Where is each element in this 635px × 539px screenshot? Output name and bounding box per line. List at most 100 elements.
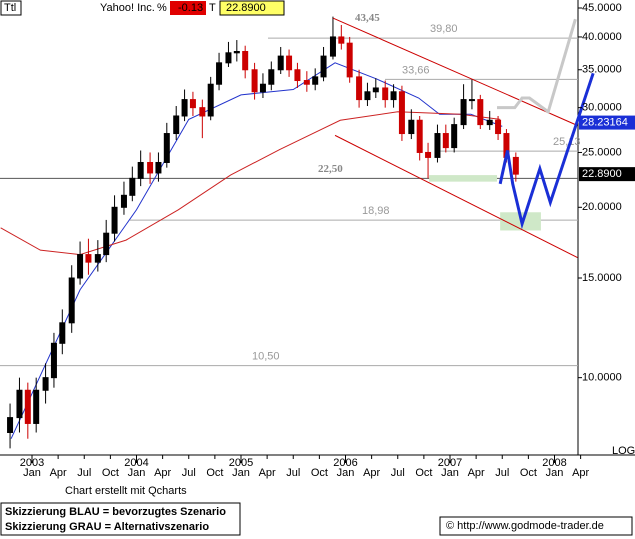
header: Ttl Yahoo! Inc. % -0.13 T 22.8900 <box>0 0 285 16</box>
stock-name: Yahoo! Inc. <box>100 2 155 14</box>
candle-body <box>434 133 441 158</box>
y-tick-label: 35.0000 <box>582 64 622 76</box>
candle-body <box>103 232 110 256</box>
x-tick-label: Apr <box>468 467 485 479</box>
y-tick-label: 30.0000 <box>582 102 622 114</box>
candle-body <box>216 62 223 85</box>
x-tick-label: Oct <box>311 467 328 479</box>
legend-text: Skizzierung GRAU = Alternativszenario <box>5 521 209 533</box>
x-tick-label: Apr <box>154 467 171 479</box>
candle-body <box>77 254 84 279</box>
candle-body <box>338 36 345 44</box>
year-label: 2005 <box>229 457 253 469</box>
candle-body <box>390 91 397 101</box>
y-tick-label: 25.0000 <box>582 146 622 158</box>
candle-body <box>137 161 144 179</box>
candle-body <box>181 99 188 117</box>
candle-body <box>111 206 118 234</box>
candle-body <box>468 99 475 102</box>
x-tick-label: Oct <box>102 467 119 479</box>
line <box>334 134 578 259</box>
line <box>10 62 503 439</box>
candle-body <box>68 277 75 324</box>
level-label: 33,66 <box>402 64 430 76</box>
candle-body <box>163 133 170 163</box>
candle-body <box>59 322 66 344</box>
candle-body <box>442 133 449 149</box>
candle-body <box>477 99 484 126</box>
candle-body <box>189 99 196 109</box>
candle-body <box>286 55 293 71</box>
candle-body <box>364 91 371 101</box>
plot: 43,45 39,80 33,66 25,13 22,50 18,98 10,50 <box>0 12 595 449</box>
candle-body <box>312 76 319 85</box>
x-tick-label: Jan <box>546 467 564 479</box>
candle-body <box>346 42 353 78</box>
candle-body <box>259 83 266 93</box>
candle-body <box>147 161 154 174</box>
candle-body <box>33 389 40 424</box>
price-marker-label: 22.8900 <box>582 168 622 180</box>
x-tick-label: Oct <box>206 467 223 479</box>
x-tick-label: Jul <box>77 467 91 479</box>
y-tick-label: 40.0000 <box>582 31 622 43</box>
x-tick-label: Jul <box>286 467 300 479</box>
candle-body <box>372 87 379 93</box>
legend-text: Skizzierung BLAU = bevorzugtes Szenario <box>5 506 226 518</box>
credit: Chart erstellt mit Qcharts <box>65 485 187 497</box>
candle-body <box>155 161 162 174</box>
candle-body <box>268 69 275 85</box>
symbol-box <box>0 0 22 16</box>
x-tick-label: Jan <box>337 467 355 479</box>
zone <box>429 175 498 182</box>
year-label: 2006 <box>333 457 357 469</box>
y-tick-label: 45.0000 <box>582 2 622 14</box>
price-marker-label: 28.23164 <box>582 116 628 128</box>
candle-body <box>94 254 101 263</box>
level-label: 22,50 <box>318 163 343 175</box>
symbol: Ttl <box>4 2 16 14</box>
price-marker <box>579 115 635 130</box>
year-label: 2003 <box>20 457 44 469</box>
candle-body <box>120 194 127 208</box>
change: -0.13 <box>178 2 203 14</box>
candle-body <box>7 417 14 433</box>
line <box>0 111 501 256</box>
last-box <box>219 0 285 16</box>
candle-body <box>207 83 214 117</box>
year-label: 2007 <box>438 457 462 469</box>
t-label: T <box>209 2 216 14</box>
year-label: 2008 <box>542 457 566 469</box>
candle-body <box>16 389 23 419</box>
candle-body <box>251 69 258 93</box>
x-tick-label: Jul <box>495 467 509 479</box>
x-tick-label: Oct <box>415 467 432 479</box>
candle-body <box>277 55 284 71</box>
x-tick-label: Jul <box>182 467 196 479</box>
candle-body <box>486 119 493 126</box>
copyright: © http://www.godmode-trader.de <box>446 520 604 532</box>
x-tick-label: Jan <box>441 467 459 479</box>
candle-body <box>129 177 136 196</box>
candle-body <box>42 377 49 391</box>
candle-body <box>398 91 405 135</box>
level-label: 10,50 <box>252 351 280 363</box>
x-tick-label: Apr <box>259 467 276 479</box>
level-label: 39,80 <box>430 23 458 35</box>
candle-body <box>50 342 57 379</box>
candle-body <box>425 151 432 158</box>
line <box>497 18 577 115</box>
y-tick-label: 20.0000 <box>582 201 622 213</box>
candle-body <box>303 80 310 85</box>
candle-body <box>408 119 415 135</box>
x-tick-label: Apr <box>572 467 589 479</box>
candle-body <box>382 87 389 101</box>
y-tick-label: 15.0000 <box>582 272 622 284</box>
legend-box <box>0 502 241 536</box>
candle-body <box>242 51 249 71</box>
candle-body <box>451 124 458 149</box>
candle-body <box>320 55 327 78</box>
candle-body <box>416 119 423 153</box>
